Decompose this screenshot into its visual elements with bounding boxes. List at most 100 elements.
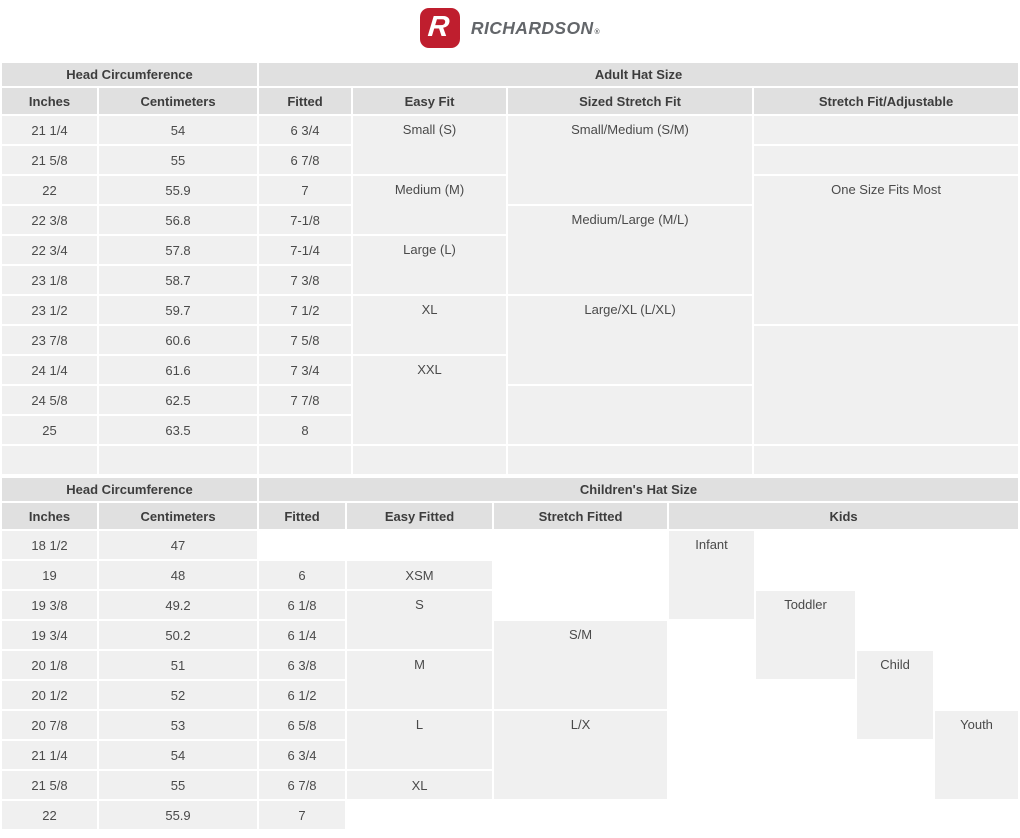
empty-cell	[494, 561, 667, 589]
cell-fitted: 6 7/8	[259, 146, 352, 174]
col-header-easy-fitted: Easy Fitted	[347, 503, 493, 529]
cell-centimeters: 54	[99, 116, 258, 144]
empty-cell	[669, 621, 754, 649]
childrens-hat-size-header: Children's Hat Size	[259, 478, 1019, 501]
empty-cell	[857, 801, 933, 829]
empty-cell	[669, 771, 754, 799]
cell-kids-toddler: Toddler	[756, 591, 856, 679]
badge-letter: R	[426, 10, 451, 43]
table-row: 21 5/8 55 6 7/8 XL	[2, 771, 1018, 799]
column-header-row: Inches Centimeters Fitted Easy Fitted St…	[2, 503, 1019, 529]
cell-centimeters: 61.6	[99, 356, 258, 384]
brand-name: RICHARDSON®	[471, 18, 600, 39]
empty-cell	[259, 531, 345, 559]
cell-fitted: 7	[259, 801, 346, 829]
cell-easy-fit: Medium (M)	[353, 176, 507, 234]
empty-cell	[935, 561, 1018, 589]
empty-cell	[669, 741, 754, 769]
cell-easy-fit: XL	[353, 296, 507, 354]
cell-easy-fit: Large (L)	[353, 236, 507, 294]
cell-fitted: 7 1/2	[259, 296, 352, 324]
table-row: 20 1/8 51 6 3/8 M Child	[2, 651, 1018, 739]
cell-inches: 24 5/8	[2, 386, 97, 414]
table-row: 22 55.9 7 Medium (M) One Size Fits Most	[2, 176, 1019, 324]
cell-centimeters: 48	[99, 561, 258, 589]
cell-fitted: 7 5/8	[259, 326, 352, 354]
cell-inches: 22	[2, 801, 97, 829]
col-header-centimeters: Centimeters	[99, 88, 258, 114]
table-row: 19 3/8 49.2 6 1/8 S Toddler	[2, 591, 1018, 679]
table-row: 21 1/4 54 6 3/4 Small (S) Small/Medium (…	[2, 116, 1019, 204]
cell-fitted: 6 1/2	[259, 681, 346, 709]
empty-cell	[508, 446, 753, 474]
empty-cell	[754, 116, 1019, 144]
empty-cell	[935, 651, 1018, 679]
cell-kids-youth: Youth	[935, 711, 1019, 799]
cell-easy-fitted: S	[347, 591, 493, 649]
cell-centimeters: 55	[99, 771, 258, 799]
table-row: 19 3/4 50.2 6 1/4 S/M	[2, 621, 1018, 709]
cell-fitted: 6 7/8	[259, 771, 346, 799]
table-row: 20 1/2 52 6 1/2	[2, 681, 1018, 709]
cell-centimeters: 57.8	[99, 236, 258, 264]
cell-inches: 19 3/4	[2, 621, 97, 649]
cell-inches: 20 1/8	[2, 651, 97, 679]
cell-centimeters: 49.2	[99, 591, 258, 619]
cell-easy-fit: XXL	[353, 356, 507, 444]
cell-centimeters: 58.7	[99, 266, 258, 294]
empty-cell	[857, 531, 933, 559]
cell-sized-stretch-fit: Medium/Large (M/L)	[508, 206, 753, 294]
empty-cell	[669, 651, 754, 679]
cell-centimeters: 62.5	[99, 386, 258, 414]
empty-cell	[754, 146, 1019, 174]
cell-centimeters: 55.9	[99, 801, 258, 829]
empty-cell	[756, 771, 855, 799]
cell-fitted: 6	[259, 561, 346, 589]
col-header-stretch-fitted: Stretch Fitted	[494, 503, 668, 529]
table-row	[2, 446, 1019, 474]
cell-kids-child: Child	[857, 651, 934, 739]
empty-cell	[347, 531, 492, 559]
empty-cell	[347, 801, 492, 829]
cell-sized-stretch-fit: Large/XL (L/XL)	[508, 296, 753, 384]
cell-fitted: 6 5/8	[259, 711, 346, 739]
adult-hat-size-header: Adult Hat Size	[259, 63, 1019, 86]
table-row: 23 7/8 60.6 7 5/8	[2, 326, 1019, 444]
cell-inches: 25	[2, 416, 97, 444]
richardson-r-badge-icon: R	[419, 8, 460, 48]
registered-mark: ®	[594, 28, 601, 36]
empty-cell	[857, 621, 933, 649]
table-row: 23 1/2 59.7 7 1/2 XL Large/XL (L/XL)	[2, 296, 1018, 384]
cell-fitted: 6 3/4	[259, 116, 352, 144]
cell-inches: 21 5/8	[2, 146, 97, 174]
cell-inches: 21 1/4	[2, 741, 97, 769]
empty-cell	[756, 741, 855, 769]
empty-cell	[669, 801, 754, 829]
empty-cell	[494, 531, 667, 559]
col-header-stretch-fit-adjustable: Stretch Fit/Adjustable	[754, 88, 1019, 114]
cell-centimeters: 56.8	[99, 206, 258, 234]
cell-fitted: 6 1/4	[259, 621, 346, 649]
childrens-hat-size-table: Head Circumference Children's Hat Size I…	[0, 476, 1020, 831]
empty-cell	[494, 801, 667, 829]
cell-inches: 22 3/8	[2, 206, 97, 234]
empty-cell	[494, 591, 667, 619]
empty-cell	[857, 591, 933, 619]
empty-cell	[857, 561, 933, 589]
brand-text: RICHARDSON	[470, 17, 594, 38]
cell-inches: 20 7/8	[2, 711, 97, 739]
empty-cell	[857, 771, 933, 799]
cell-fitted: 7 3/4	[259, 356, 352, 384]
cell-inches: 21 5/8	[2, 771, 97, 799]
cell-easy-fit: Small (S)	[353, 116, 507, 174]
cell-centimeters: 52	[99, 681, 258, 709]
table-row: 24 1/4 61.6 7 3/4 XXL	[2, 356, 1018, 444]
empty-cell	[508, 386, 753, 444]
table-row: 22 3/8 56.8 7-1/8 Medium/Large (M/L)	[2, 206, 1018, 294]
head-circumference-header: Head Circumference	[2, 63, 258, 86]
section-header-row: Head Circumference Adult Hat Size	[2, 63, 1019, 86]
cell-centimeters: 55	[99, 146, 258, 174]
table-row: 23 1/8 58.7 7 3/8	[2, 266, 1018, 294]
col-header-inches: Inches	[2, 88, 97, 114]
cell-inches: 23 7/8	[2, 326, 97, 354]
